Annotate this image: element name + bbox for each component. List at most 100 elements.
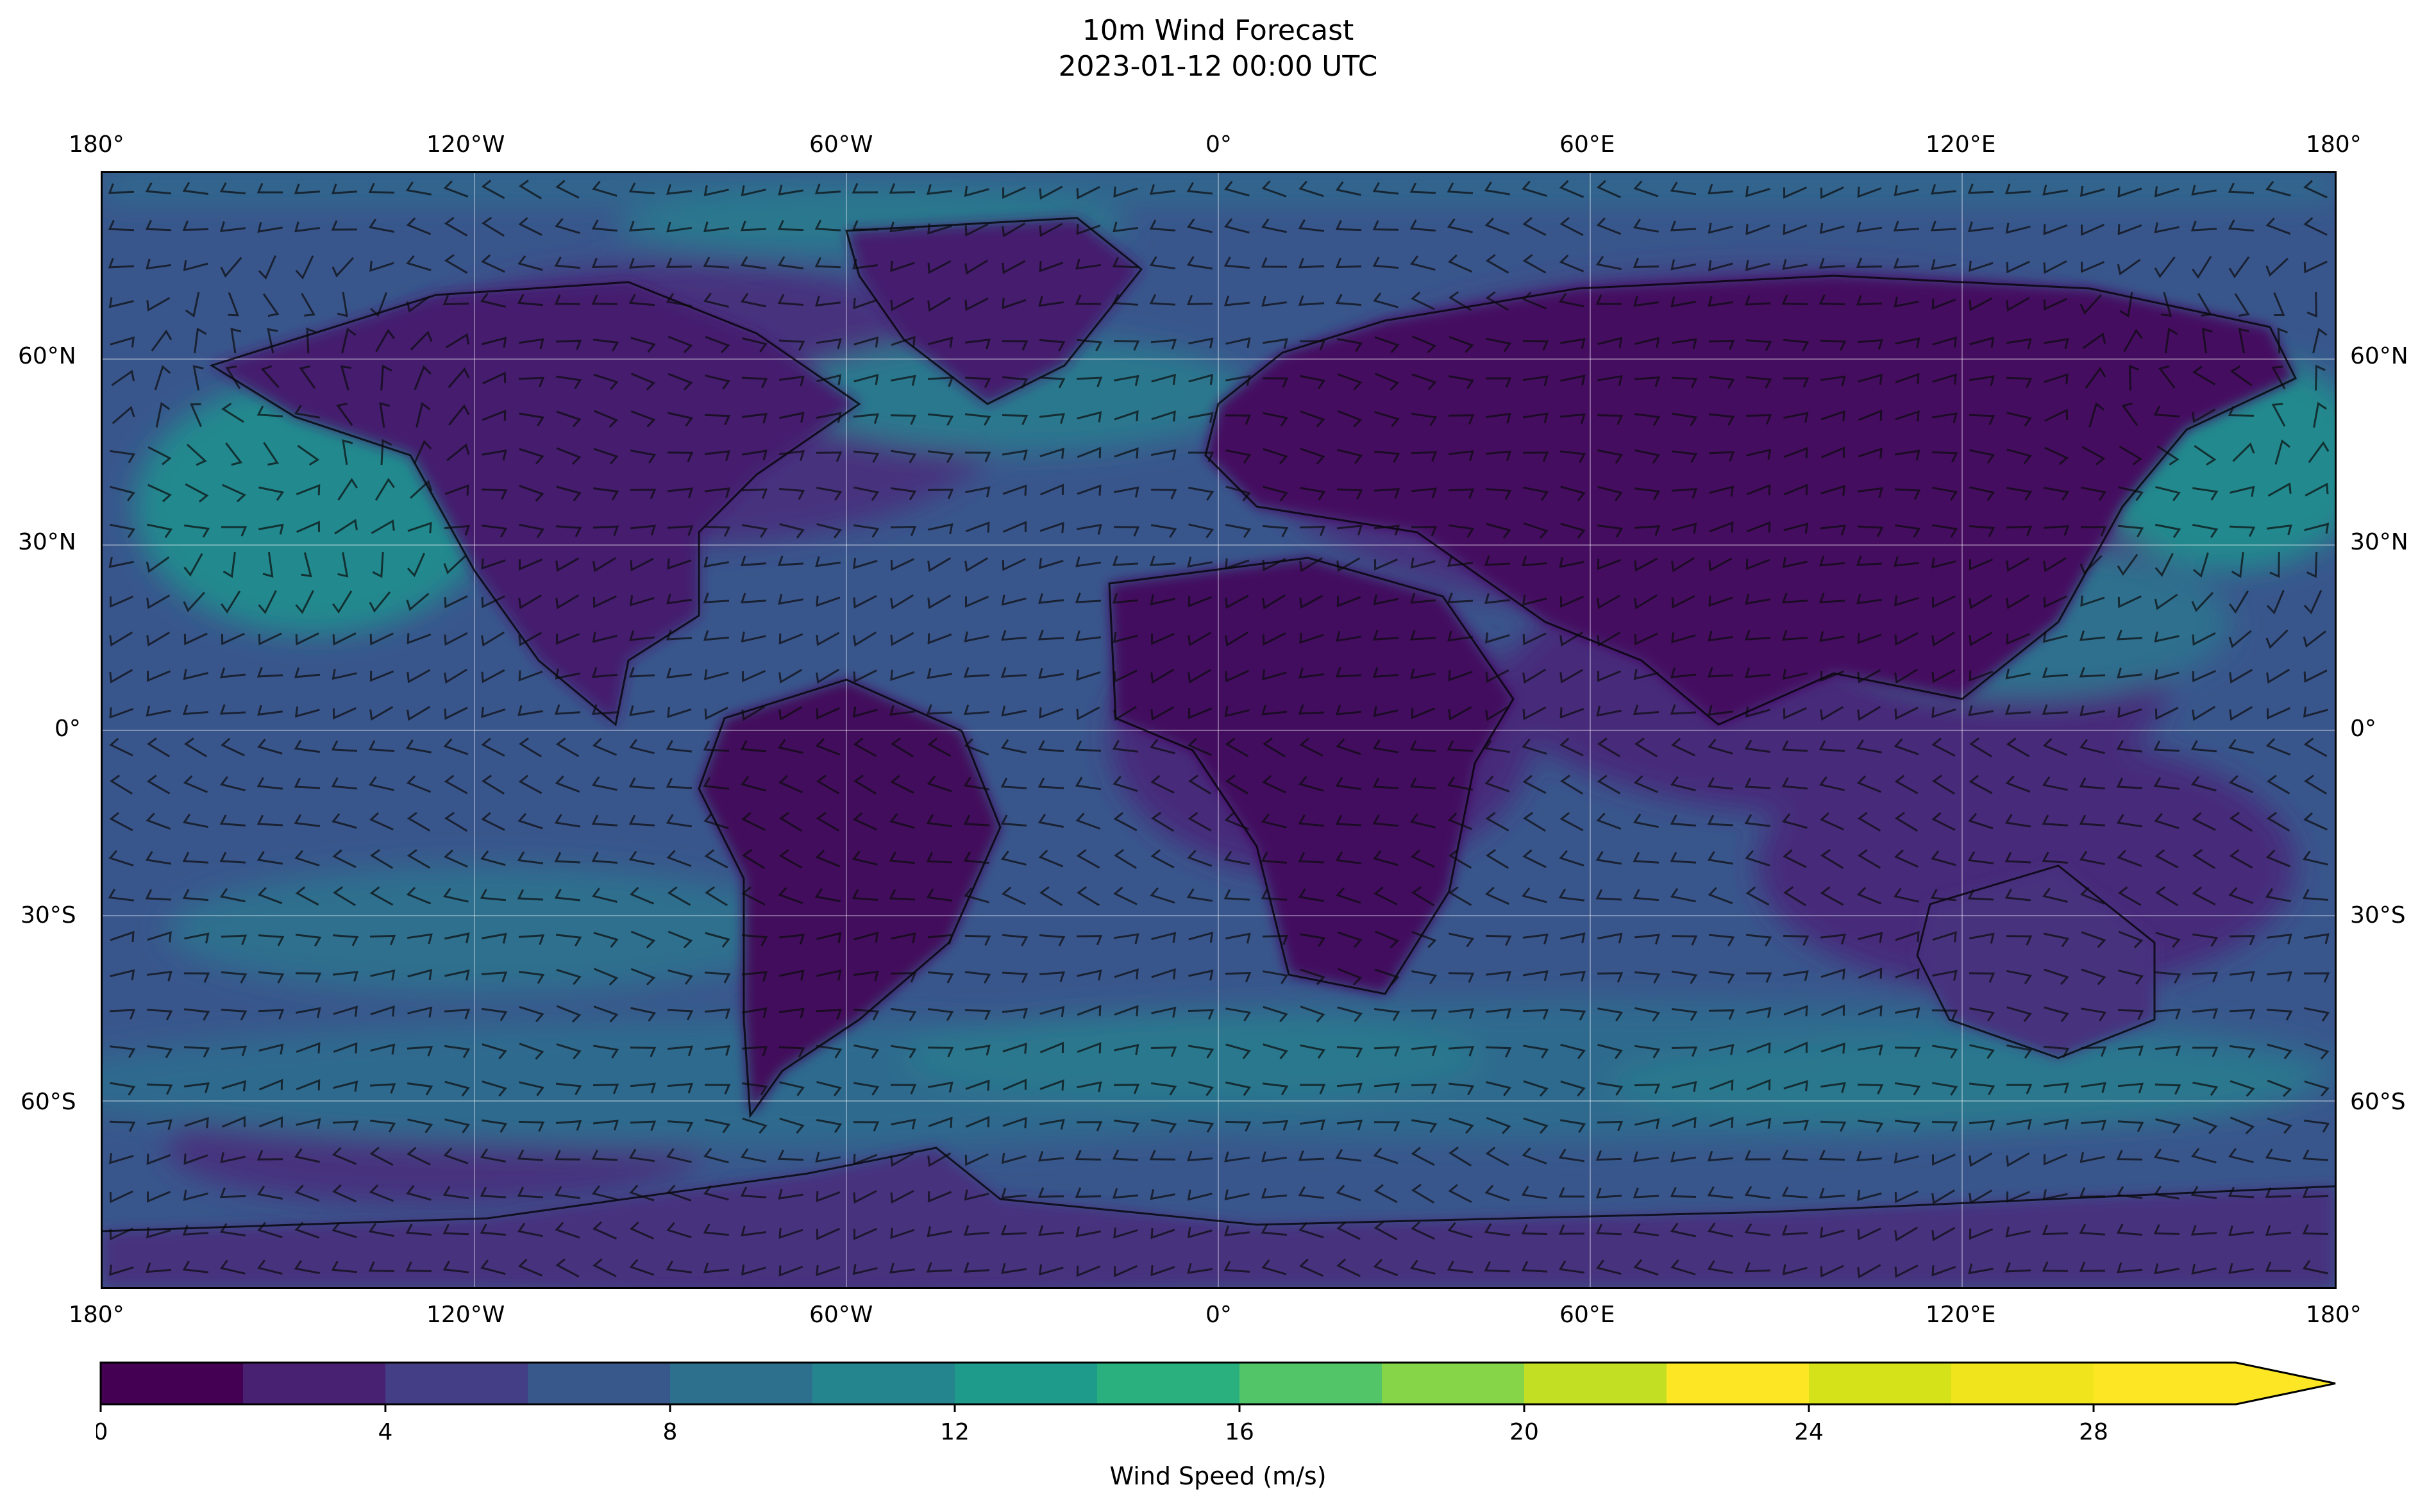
wind-barb	[1114, 1043, 1139, 1055]
wind-barb	[1298, 704, 1325, 715]
wind-barb	[146, 1191, 171, 1203]
wind-barb	[1039, 376, 1066, 389]
wind-barb	[225, 442, 243, 466]
colorbar-segment	[1097, 1363, 1240, 1404]
wind-barb	[2155, 932, 2181, 948]
wind-barb	[2079, 555, 2103, 575]
wind-barb	[1523, 486, 1549, 501]
wind-barb	[517, 1258, 543, 1277]
wind-barb	[1595, 1223, 1622, 1236]
wind-barb	[592, 1185, 617, 1201]
wind-barb	[1113, 340, 1140, 351]
wind-barb	[555, 1082, 582, 1096]
wind-barb	[1409, 740, 1436, 752]
wind-barb	[1521, 1224, 1548, 1235]
map-panel[interactable]	[101, 171, 2337, 1289]
wind-barb	[778, 812, 803, 832]
wind-barb	[407, 1118, 433, 1134]
wind-barb	[964, 934, 991, 946]
wind-barb	[295, 886, 319, 906]
wind-barb	[2118, 930, 2144, 948]
wind-barb	[1745, 376, 1772, 389]
wind-barb	[2305, 482, 2329, 497]
wind-barb	[1931, 1265, 1956, 1277]
wind-barb	[109, 1190, 133, 1204]
wind-barb	[2155, 1118, 2181, 1134]
wind-barb	[294, 814, 321, 827]
wind-barb	[1261, 218, 1287, 233]
wind-barb	[1634, 487, 1661, 501]
wind-barb	[2043, 298, 2067, 311]
wind-barb	[444, 632, 468, 646]
wind-barb	[380, 439, 392, 466]
lon-tick-bottom-60e: 60°E	[1559, 1302, 1615, 1328]
wind-barb	[1597, 374, 1623, 386]
wind-barb	[1261, 669, 1287, 681]
wind-barb	[1151, 812, 1174, 832]
wind-barb	[740, 221, 767, 231]
wind-barb	[2228, 219, 2255, 232]
wind-speed-map[interactable]	[103, 173, 2335, 1287]
wind-barb	[926, 704, 953, 715]
wind-barb	[1634, 934, 1661, 945]
wind-barb	[2266, 971, 2293, 982]
wind-barb	[2042, 852, 2069, 864]
wind-barb	[742, 1082, 768, 1096]
wind-barb	[2303, 260, 2328, 274]
wind-barb	[852, 1264, 878, 1275]
wind-barb	[668, 335, 693, 353]
wind-barb	[1299, 525, 1326, 537]
wind-barb	[2081, 526, 2107, 537]
wind-barb	[1261, 813, 1287, 828]
wind-barb	[816, 1045, 843, 1059]
wind-barb	[337, 552, 349, 578]
wind-barb	[592, 1221, 617, 1240]
wind-barb	[1634, 594, 1658, 610]
wind-barb	[555, 217, 580, 234]
wind-barb	[1075, 630, 1102, 641]
wind-barb	[816, 632, 840, 646]
wind-barb	[1449, 1117, 1474, 1134]
wind-barb	[1857, 705, 1881, 721]
wind-barb	[630, 1007, 657, 1022]
wind-barb	[555, 339, 582, 350]
wind-barb	[816, 932, 842, 943]
wind-barb	[1597, 594, 1621, 609]
wind-barb	[740, 1148, 766, 1163]
coastlines	[103, 217, 2335, 1232]
wind-barb	[258, 255, 276, 280]
wind-barb	[183, 591, 205, 612]
wind-barb	[2228, 182, 2255, 194]
wind-barb	[407, 552, 426, 578]
wind-barb	[1300, 933, 1326, 947]
wind-barb	[1559, 707, 1584, 719]
wind-barb	[1002, 376, 1029, 389]
wind-barb	[1746, 1079, 1771, 1091]
wind-barb	[1077, 1042, 1102, 1054]
wind-barb	[1186, 256, 1213, 270]
wind-barb	[703, 1262, 730, 1273]
wind-barb	[409, 480, 433, 499]
wind-barb	[1299, 340, 1326, 351]
wind-barb	[667, 525, 694, 536]
wind-barb	[1745, 934, 1772, 947]
wind-barb	[145, 889, 172, 901]
wind-barb	[1448, 1046, 1475, 1057]
wind-barb	[2079, 294, 2102, 315]
wind-barb	[2006, 1191, 2031, 1203]
wind-barb	[1708, 413, 1735, 426]
wind-barb	[2006, 412, 2033, 427]
wind-barb	[2303, 630, 2326, 648]
wind-barb	[147, 1045, 173, 1059]
wind-barb	[2190, 1225, 2217, 1236]
wind-barb	[1597, 1043, 1623, 1059]
wind-barb	[1224, 218, 1250, 234]
wind-barb	[219, 182, 246, 195]
wind-barb	[2234, 293, 2250, 317]
wind-barb	[517, 812, 543, 830]
wind-barb	[666, 1148, 692, 1163]
wind-barb	[927, 296, 952, 312]
wind-barb	[146, 556, 170, 573]
wind-barb	[2116, 1262, 2143, 1273]
wind-barb	[963, 667, 990, 678]
